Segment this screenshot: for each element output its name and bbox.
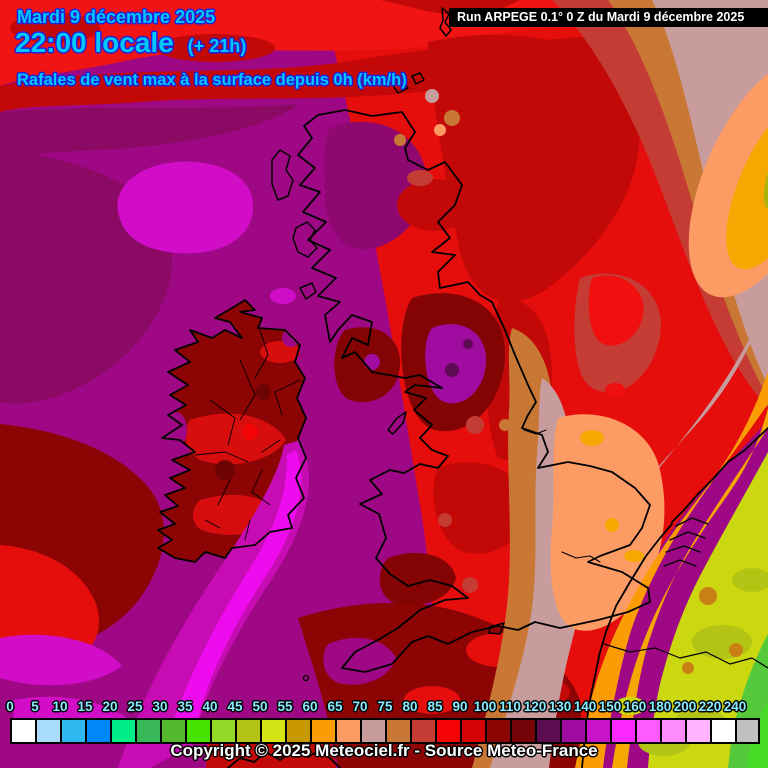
model-run-banner: Run ARPEGE 0.1° 0 Z du Mardi 9 décembre … (449, 8, 768, 27)
coastline-ireland (157, 299, 307, 563)
parameter-title: Rafales de vent max à la surface depuis … (17, 71, 407, 89)
irish-county-borders (194, 329, 301, 541)
france-belgium-border (603, 643, 768, 669)
coastline-great-britain (297, 109, 651, 673)
copyright-notice: Copyright © 2025 Meteociel.fr - Source M… (170, 741, 598, 760)
zeeland-islands (663, 517, 709, 567)
coastline-brittany (227, 749, 341, 768)
isle-of-wight (488, 622, 505, 635)
coastlines (157, 7, 768, 768)
local-time: 22:00 locale (15, 27, 174, 58)
forecast-offset: (+ 21h) (187, 36, 247, 56)
coastline-continent (581, 427, 768, 768)
river-lines (523, 429, 601, 563)
scilly-isles (302, 674, 310, 682)
scottish-islands (271, 7, 452, 300)
isle-of-man (387, 411, 407, 435)
date-label: Mardi 9 décembre 2025 (17, 7, 216, 27)
time-label: 22:00 locale (+ 21h) (15, 27, 246, 59)
